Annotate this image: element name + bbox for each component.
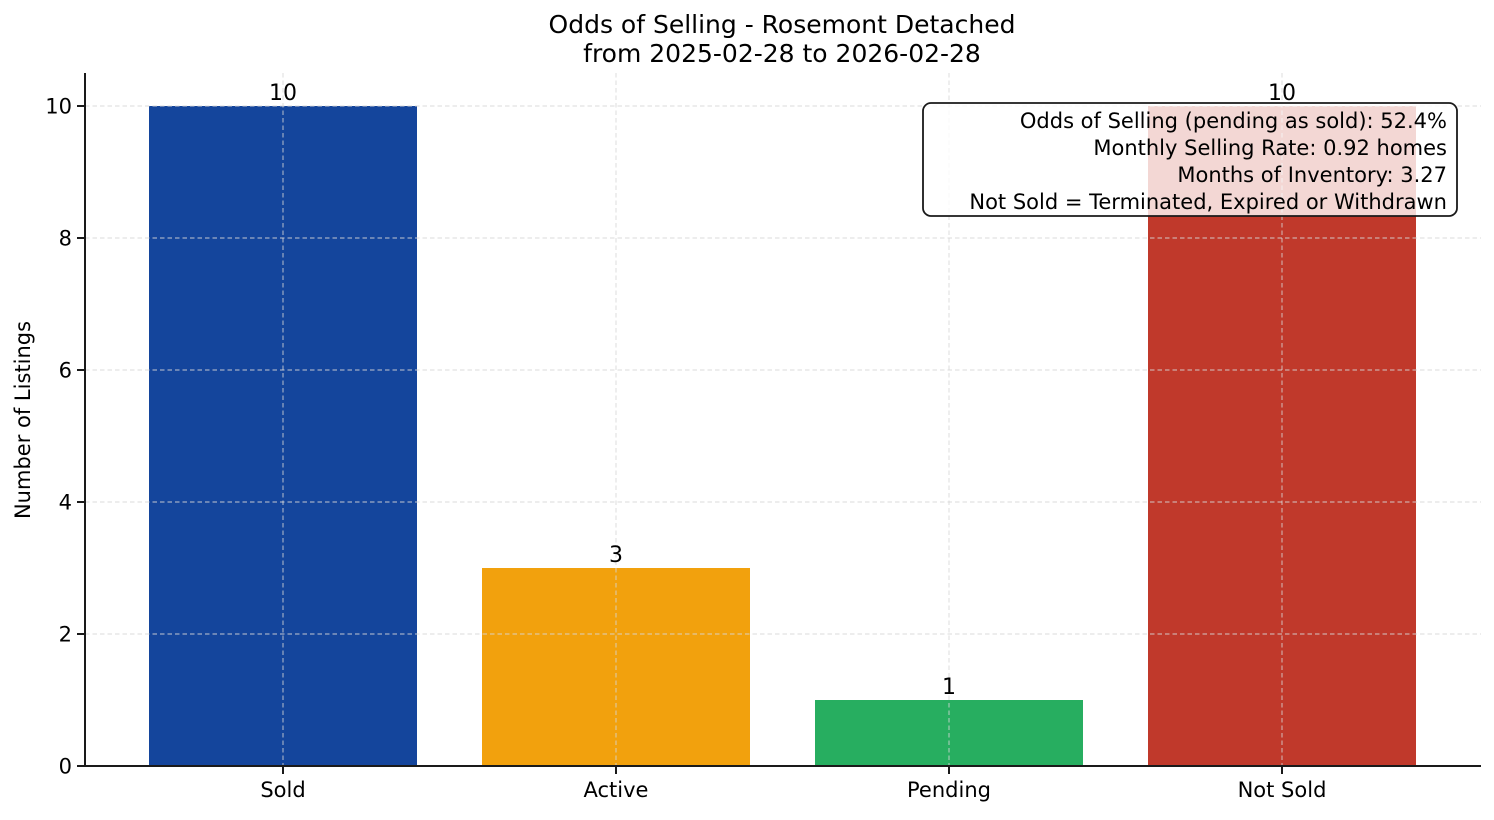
bar-value-label-sold: 10 [269,81,297,106]
tick-labels-layer: 0 2 4 6 8 10 Sold Active Pending Not Sold [45,95,1326,803]
x-tick-label-not-sold: Not Sold [1238,778,1327,802]
annotation-line-monthly-selling-rate: Monthly Selling Rate: 0.92 homes [1093,136,1447,160]
grid-layer [85,73,1481,766]
y-tick-label-6: 6 [59,359,72,383]
bar-value-label-active: 3 [609,543,623,568]
y-axis-label: Number of Listings [11,321,35,519]
axes-layer [77,73,1481,774]
x-tick-label-pending: Pending [907,778,991,802]
y-tick-label-10: 10 [45,95,72,119]
y-tick-label-8: 8 [59,227,72,251]
annotation-box: Odds of Selling (pending as sold): 52.4%… [922,102,1458,217]
annotation-line-months-of-inventory: Months of Inventory: 3.27 [1177,163,1447,187]
x-tick-label-active: Active [584,778,649,802]
y-tick-label-4: 4 [59,491,72,515]
annotation-line-odds-of-selling: Odds of Selling (pending as sold): 52.4% [1020,109,1447,133]
y-tick-label-2: 2 [59,623,72,647]
bar-value-labels-layer: 10 3 1 10 [269,81,1296,700]
y-tick-label-0: 0 [59,755,72,779]
chart-title: Odds of Selling - Rosemont Detached [549,10,1016,39]
bar-value-label-pending: 1 [942,675,956,700]
annotation-box-frame [922,102,1458,217]
chart-subtitle: from 2025-02-28 to 2026-02-28 [583,39,981,68]
bar-value-label-not-sold: 10 [1268,81,1296,106]
x-tick-label-sold: Sold [260,778,305,802]
annotation-line-not-sold-definition: Not Sold = Terminated, Expired or Withdr… [969,190,1447,214]
